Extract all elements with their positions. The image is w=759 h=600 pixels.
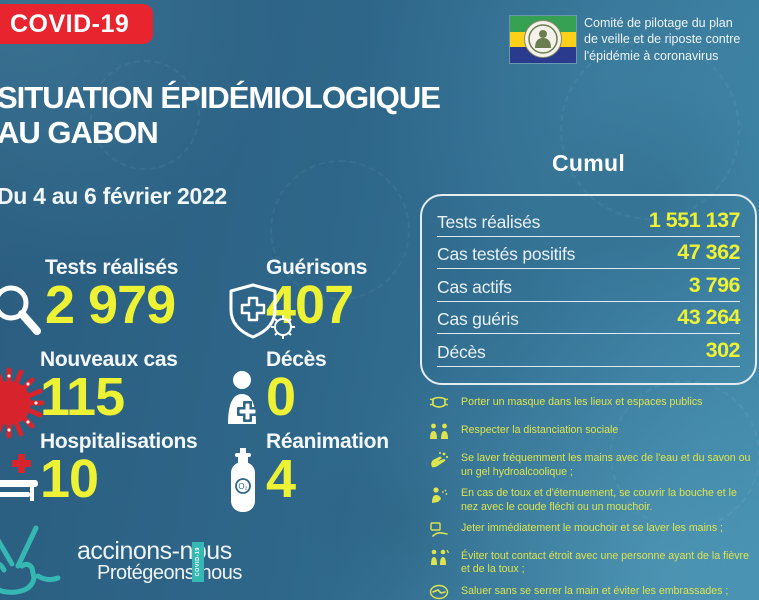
list-item: En cas de toux et d'éternuement, se couv… [429,487,751,515]
list-item: Saluer sans se serrer la main et éviter … [429,584,751,600]
hand-washing-icon [429,451,453,474]
shield-cross-virus-icon [225,282,299,347]
throw-tissue-icon [429,521,453,542]
virus-watermark [300,420,500,600]
oxygen-tank-icon: O₂ [228,448,258,517]
cough-elbow-icon [429,486,453,509]
table-row: Cas testés positifs 47 362 [437,237,740,269]
table-row: Cas guéris 43 264 [437,302,740,334]
virus-watermark [90,60,200,170]
list-item: Se laver fréquemment les mains avec de l… [429,452,751,480]
stat-value: 2 979 [45,275,176,335]
page-title: SITUATION ÉPIDÉMIOLOGIQUE AU GABON [0,80,441,151]
stat-label: Guérisons [266,256,368,279]
svg-text:O₂: O₂ [238,482,247,491]
stat-value: 10 [40,449,99,509]
gabon-flag [510,16,576,63]
recommendation-text: En cas de toux et d'éternuement, se couv… [461,487,737,513]
stat-label: Nouveaux cas [40,348,178,371]
virus-watermark [540,80,759,320]
mask-icon [429,395,453,416]
committee-text: Comité de pilotage du plan de veille et … [584,15,759,64]
recommendation-text: Saluer sans se serrer la main et éviter … [461,584,729,597]
stat-value: 0 [266,367,296,427]
committee-line: de veille et de riposte contre [584,32,741,47]
table-row: Cas actifs 3 796 [437,269,741,302]
virus-watermark [270,160,410,300]
virus-icon [0,364,48,447]
table-row: Décès 302 [437,334,741,367]
list-item: Éviter tout contact étroit avec une pers… [429,549,751,578]
stat-label: Tests réalisés [45,256,179,279]
gabon-coat-of-arms [524,20,562,58]
person-cross-icon [226,370,266,431]
stat-reanimation: O₂ Réanimation 4 [231,430,389,512]
virus-watermark [560,40,740,220]
row-value: 3 796 [688,272,741,297]
recommendation-text: Respecter la distanciation sociale [461,423,619,436]
recommendation-text: Éviter tout contact étroit avec une pers… [461,549,749,576]
committee-line: l'épidémie à coronavirus [584,48,719,63]
page-title-line2: AU GABON [0,115,159,151]
list-item: Jeter immédiatement le mouchoir et se la… [429,522,751,542]
covid19-badge: COVID-19 [0,4,154,44]
committee-line: Comité de pilotage du plan [584,16,733,30]
recommendation-text: Se laver fréquemment les mains avec de l… [461,452,751,478]
row-label: Cas actifs [437,276,512,297]
recommendation-text: Jeter immédiatement le mouchoir et se la… [461,522,724,535]
campaign-line1: accinons-nous [77,537,232,565]
cumul-table: Tests réalisés 1 551 137 Cas testés posi… [420,194,757,385]
stat-value: 4 [266,449,296,509]
row-value: 47 362 [677,240,740,264]
table-row: Tests réalisés 1 551 137 [437,204,741,237]
stat-label: Décès [266,348,327,371]
stat-deces: Décès 0 [228,348,327,427]
row-label: Décès [437,341,486,362]
campaign-badge-text: COVID-19 [195,547,201,577]
victory-hand-icon [0,524,92,600]
avoid-contact-icon [429,549,453,571]
row-label: Cas testés positifs [437,244,576,264]
cumul-title: Cumul [551,150,626,176]
no-handshake-icon [429,584,453,600]
campaign-line2: Protégeons-nous [97,562,242,584]
row-value: 43 264 [677,305,740,329]
campaign-covid-badge: COVID-19 [192,542,204,582]
social-distancing-icon [429,423,453,445]
page-title-line1: SITUATION ÉPIDÉMIOLOGIQUE [0,80,441,115]
stat-label: Réanimation [266,430,389,453]
stat-tests-realises: Tests réalisés 2 979 [0,256,179,335]
seal-figure-icon [528,24,558,54]
row-value: 302 [705,337,741,362]
row-label: Cas guéris [437,309,519,329]
stat-value: 407 [266,275,354,335]
stat-label: Hospitalisations [40,430,198,453]
list-item: Respecter la distanciation sociale [429,423,751,445]
row-label: Tests réalisés [437,211,541,232]
row-value: 1 551 137 [648,207,741,232]
recommendations-list: Porter un masque dans les lieux et espac… [429,396,751,600]
list-item: Porter un masque dans les lieux et espac… [429,396,751,416]
stat-guerisons: Guérisons 407 [229,256,368,339]
stat-nouveaux-cas: Nouveaux cas 115 [0,348,178,439]
stat-hospitalisations: Hospitalisations 10 [0,430,198,509]
hospital-bed-icon [0,452,42,509]
recommendation-text: Porter un masque dans les lieux et espac… [461,396,703,408]
magnifier-icon [0,282,45,345]
stat-value: 115 [40,367,125,427]
report-period: Du 4 au 6 février 2022 [0,183,227,209]
